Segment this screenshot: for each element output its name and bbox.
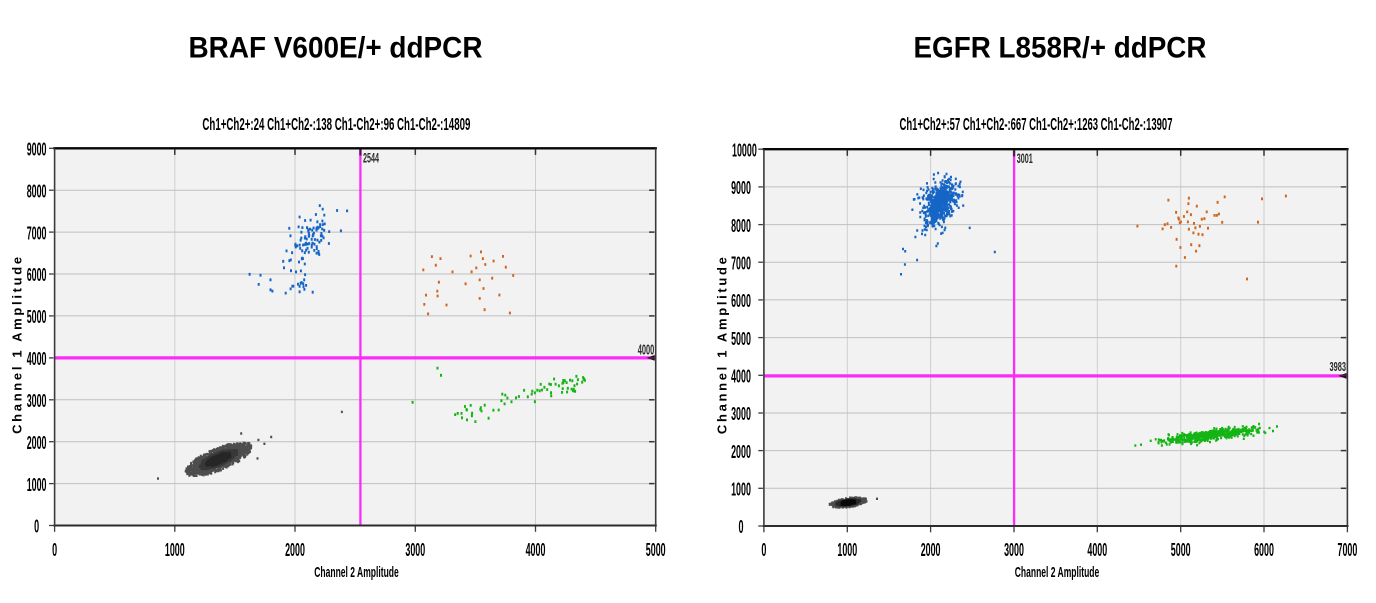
svg-text:Channel 2 Amplitude: Channel 2 Amplitude xyxy=(314,564,399,581)
svg-text:BRAF V600E/+ ddPCR: BRAF V600E/+ ddPCR xyxy=(189,32,483,65)
svg-text:0: 0 xyxy=(34,517,39,537)
svg-text:6000: 6000 xyxy=(27,265,47,285)
svg-text:5000: 5000 xyxy=(1171,540,1191,560)
svg-text:2544: 2544 xyxy=(363,149,379,165)
svg-text:2000: 2000 xyxy=(27,433,47,453)
svg-text:6000: 6000 xyxy=(1254,540,1274,560)
svg-text:4000: 4000 xyxy=(638,343,655,359)
svg-text:2000: 2000 xyxy=(921,540,941,560)
svg-text:0: 0 xyxy=(739,517,744,537)
svg-text:1000: 1000 xyxy=(27,475,47,495)
svg-text:7000: 7000 xyxy=(27,223,47,243)
svg-text:Ch1+Ch2+:57 Ch1+Ch2-:667 Ch1-C: Ch1+Ch2+:57 Ch1+Ch2-:667 Ch1-Ch2+:1263 C… xyxy=(900,114,1173,134)
svg-text:Ch1+Ch2+:24 Ch1+Ch2-:138 Ch1-C: Ch1+Ch2+:24 Ch1+Ch2-:138 Ch1-Ch2+:96 Ch1… xyxy=(202,114,470,134)
svg-text:Channel 2 Amplitude: Channel 2 Amplitude xyxy=(1015,564,1100,581)
svg-text:9000: 9000 xyxy=(731,178,751,198)
svg-text:2000: 2000 xyxy=(285,540,305,560)
svg-text:9000: 9000 xyxy=(27,140,47,160)
svg-text:10000: 10000 xyxy=(732,140,757,160)
svg-text:0: 0 xyxy=(761,540,766,560)
svg-text:8000: 8000 xyxy=(731,216,751,236)
svg-text:4000: 4000 xyxy=(27,349,47,369)
svg-text:3000: 3000 xyxy=(731,404,751,424)
svg-text:1000: 1000 xyxy=(165,540,185,560)
svg-text:5000: 5000 xyxy=(646,540,666,560)
svg-text:3000: 3000 xyxy=(27,391,47,411)
svg-text:7000: 7000 xyxy=(731,253,751,273)
svg-text:Channel 1 Amplitude: Channel 1 Amplitude xyxy=(714,257,729,434)
svg-text:3983: 3983 xyxy=(1330,359,1347,374)
svg-text:3001: 3001 xyxy=(1017,150,1033,166)
svg-text:1000: 1000 xyxy=(837,540,857,560)
svg-text:Channel 1 Amplitude: Channel 1 Amplitude xyxy=(10,257,25,434)
svg-text:4000: 4000 xyxy=(731,367,751,387)
svg-text:EGFR L858R/+ ddPCR: EGFR L858R/+ ddPCR xyxy=(914,32,1207,65)
svg-text:1000: 1000 xyxy=(731,480,751,500)
svg-text:2000: 2000 xyxy=(731,442,751,462)
svg-text:5000: 5000 xyxy=(731,329,751,349)
svg-text:7000: 7000 xyxy=(1338,540,1358,560)
svg-text:3000: 3000 xyxy=(1004,540,1024,560)
svg-text:4000: 4000 xyxy=(1087,540,1107,560)
svg-text:8000: 8000 xyxy=(27,181,47,201)
svg-text:0: 0 xyxy=(52,540,57,560)
svg-text:4000: 4000 xyxy=(526,540,546,560)
svg-text:5000: 5000 xyxy=(27,307,47,327)
svg-text:3000: 3000 xyxy=(405,540,425,560)
svg-text:6000: 6000 xyxy=(731,291,751,311)
